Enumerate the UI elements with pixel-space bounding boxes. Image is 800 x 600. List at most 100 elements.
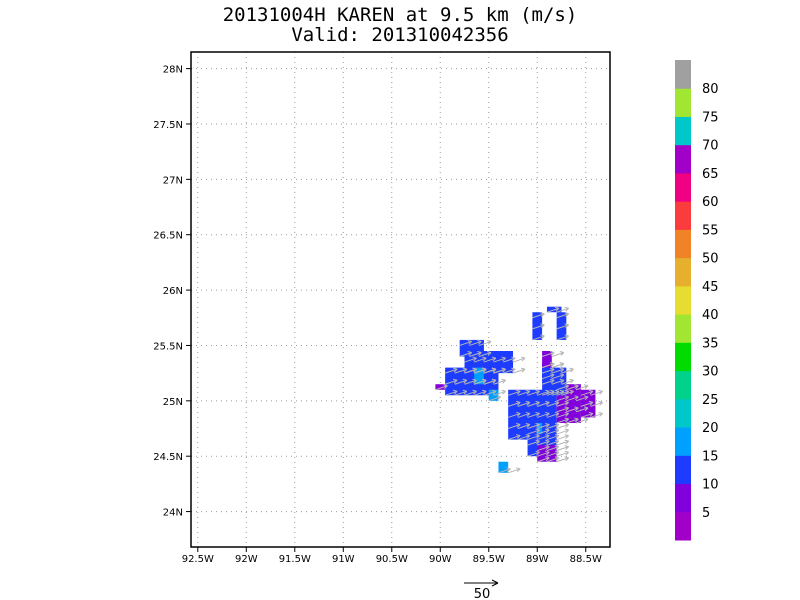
wind-arrow-head bbox=[467, 351, 473, 356]
wind-arrow bbox=[551, 390, 564, 396]
wind-arrow bbox=[532, 313, 545, 319]
colorbar-swatch bbox=[675, 229, 691, 259]
wind-arrow-head bbox=[482, 389, 487, 395]
wind-arrow bbox=[527, 440, 540, 446]
wind-arrow-head bbox=[574, 395, 579, 401]
wind-arrow bbox=[517, 390, 531, 396]
wind-arrow bbox=[556, 307, 569, 313]
wind-arrow bbox=[444, 379, 458, 385]
wind-arrow bbox=[546, 401, 560, 407]
wind-arrow bbox=[469, 352, 482, 358]
wind-arrow-head bbox=[501, 356, 506, 362]
wind-arrow bbox=[483, 379, 497, 385]
colorbar-tick-label: 70 bbox=[702, 139, 719, 154]
wind-arrow-head bbox=[564, 306, 570, 312]
wind-arrow-head bbox=[477, 351, 482, 356]
wind-arrow bbox=[551, 379, 564, 385]
chart-title: 20131004H KAREN at 9.5 km (m/s) bbox=[222, 4, 578, 26]
colorbar-swatch bbox=[675, 370, 691, 400]
wind-arrow-head bbox=[545, 434, 550, 439]
wind-arrow-head bbox=[535, 389, 540, 395]
wind-arrow bbox=[474, 379, 487, 385]
wind-arrow bbox=[551, 374, 564, 380]
wind-arrow-head bbox=[545, 439, 550, 445]
wind-arrow-head bbox=[501, 378, 506, 384]
wind-arrow bbox=[459, 352, 472, 358]
wind-arrow bbox=[527, 435, 540, 441]
colorbar-tick-label: 5 bbox=[702, 506, 710, 521]
wind-arrow-head bbox=[564, 312, 570, 318]
wind-arrow bbox=[551, 363, 564, 369]
colorbar-tick-label: 75 bbox=[702, 110, 719, 125]
wind-arrow-head bbox=[559, 378, 565, 384]
wind-arrow-head bbox=[491, 378, 497, 384]
wind-arrow bbox=[575, 385, 589, 391]
wind-arrow-head bbox=[501, 389, 506, 395]
colorbar-swatch bbox=[675, 427, 691, 456]
wind-arrow-head bbox=[559, 389, 565, 395]
wind-arrow bbox=[580, 412, 594, 418]
x-tick-label: 90W bbox=[429, 554, 452, 565]
wind-arrow bbox=[546, 440, 560, 446]
wind-arrow bbox=[512, 368, 526, 374]
wind-arrow bbox=[527, 424, 540, 429]
wind-arrow bbox=[541, 390, 555, 396]
x-tick-label: 91.5W bbox=[279, 554, 311, 565]
wind-arrow bbox=[546, 446, 560, 452]
wind-arrow-head bbox=[554, 445, 560, 451]
wind-arrow-head bbox=[549, 389, 555, 395]
wind-arrow bbox=[444, 390, 458, 396]
x-tick-label: 89.5W bbox=[473, 554, 505, 565]
wind-arrow-head bbox=[516, 434, 521, 439]
wind-arrow-head bbox=[564, 450, 570, 456]
colorbar-swatch bbox=[675, 285, 691, 315]
wind-arrow bbox=[454, 379, 467, 385]
wind-arrow bbox=[556, 407, 569, 413]
colorbar-tick-label: 35 bbox=[702, 336, 719, 351]
wind-arrow bbox=[537, 424, 550, 429]
wind-arrow-head bbox=[564, 406, 570, 412]
wind-arrow-head bbox=[467, 339, 473, 345]
wind-arrow bbox=[590, 390, 603, 396]
colorbar-tick-label: 20 bbox=[702, 421, 719, 436]
wind-arrow bbox=[503, 357, 516, 363]
wind-arrow-head bbox=[564, 334, 570, 340]
colorbar-swatch bbox=[675, 60, 691, 89]
wind-arrow bbox=[566, 407, 579, 413]
wind-arrow-head bbox=[569, 367, 574, 373]
wind-arrow-head bbox=[564, 417, 570, 423]
wind-arrow-head bbox=[559, 351, 565, 356]
wind-arrow bbox=[551, 368, 564, 374]
wind-arrow-head bbox=[486, 339, 492, 345]
plot-frame bbox=[190, 51, 611, 548]
wind-arrow-head bbox=[549, 373, 555, 379]
wind-arrow bbox=[566, 418, 579, 424]
wind-arrow bbox=[546, 451, 560, 457]
wind-arrow-head bbox=[525, 423, 531, 428]
colorbar-swatch bbox=[675, 144, 691, 174]
wind-arrow bbox=[483, 357, 497, 363]
wind-arrow-head bbox=[482, 367, 487, 373]
x-tick-label: 91W bbox=[332, 554, 355, 565]
wind-arrow-head bbox=[564, 445, 570, 451]
wind-arrow-head bbox=[554, 439, 560, 445]
wind-arrow-head bbox=[583, 395, 589, 401]
wind-arrow-head bbox=[501, 367, 506, 373]
wind-arrow bbox=[517, 401, 531, 407]
wind-arrow bbox=[493, 390, 506, 396]
wind-arrow-head bbox=[564, 395, 570, 401]
y-axis: 24N 24.5N 25N 25.5N 26N 26.5N 27N 27.5N 28N bbox=[153, 65, 191, 519]
wind-arrow-head bbox=[477, 339, 482, 345]
wind-arrow bbox=[459, 340, 472, 346]
grid-lines bbox=[191, 52, 610, 547]
wind-arrow bbox=[464, 379, 477, 385]
wind-arrow-head bbox=[496, 395, 502, 401]
wind-arrow-head bbox=[525, 411, 531, 417]
colorbar-swatch bbox=[675, 314, 691, 343]
wind-arrow bbox=[546, 307, 560, 313]
wind-arrow-head bbox=[540, 312, 545, 318]
wind-arrow bbox=[532, 335, 545, 341]
wind-arrow bbox=[566, 396, 579, 402]
wind-arrow bbox=[527, 390, 540, 396]
